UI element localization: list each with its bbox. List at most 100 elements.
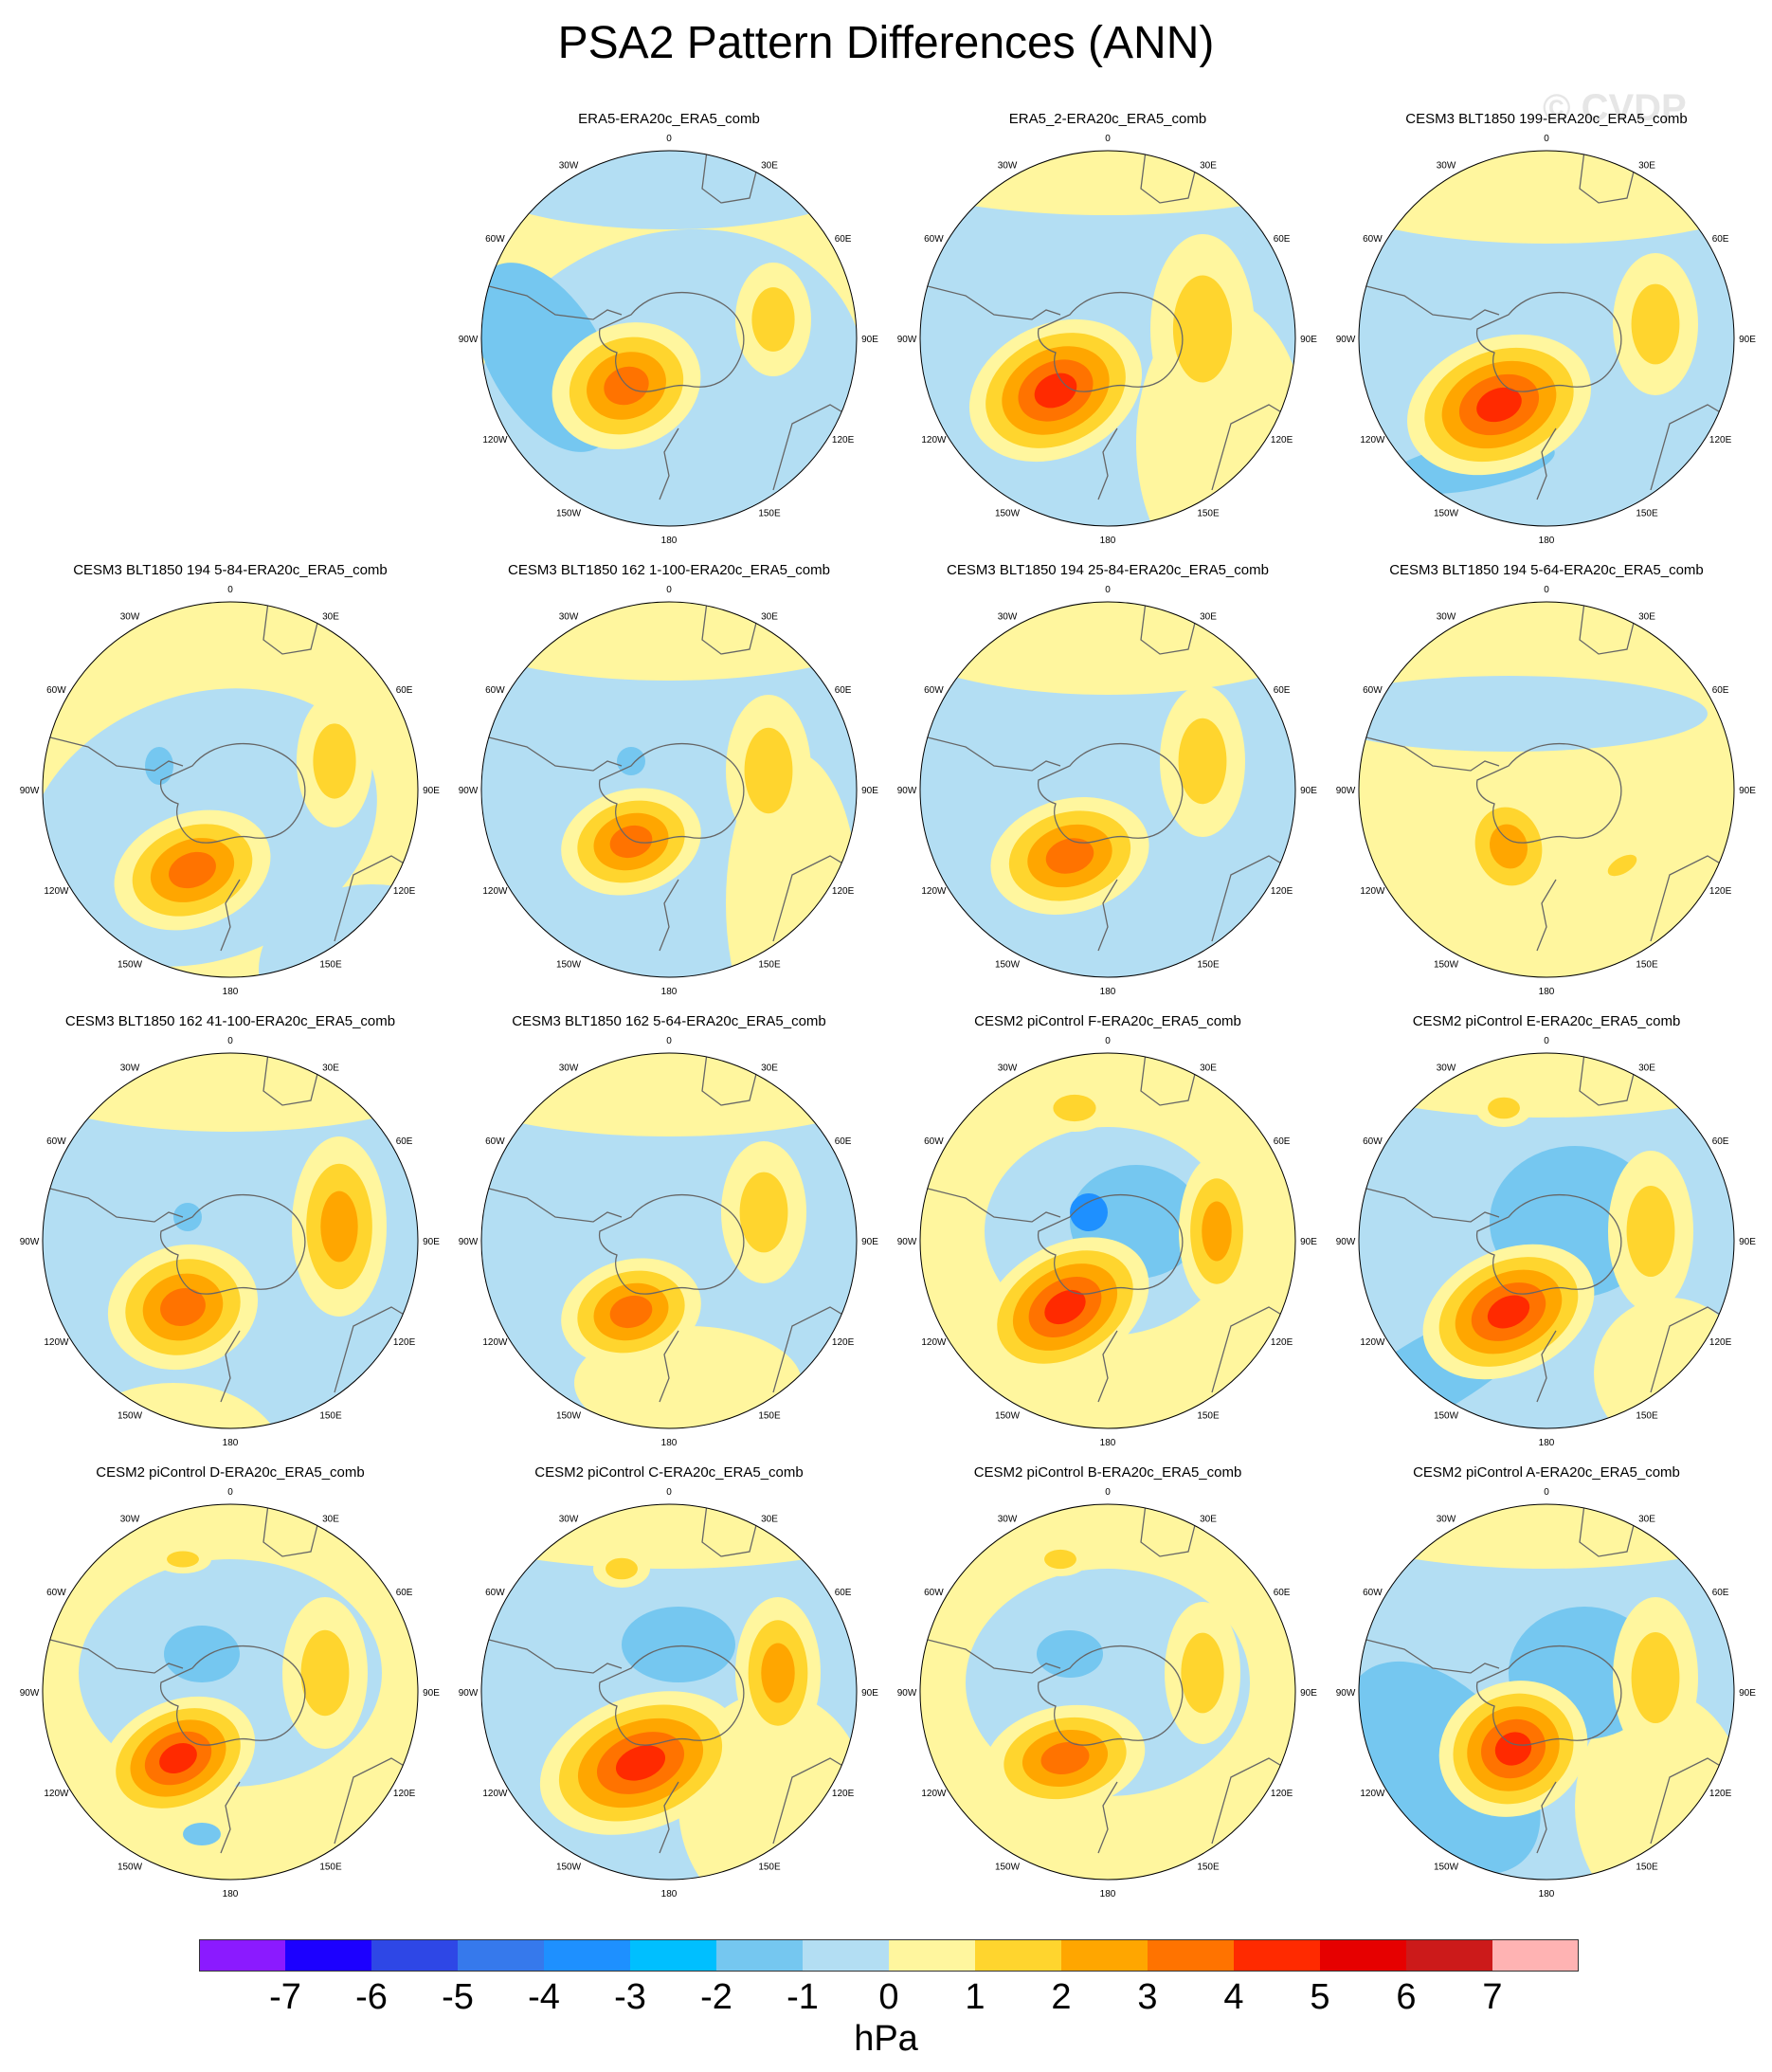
panel-title: ERA5_2-ERA20c_ERA5_comb	[1008, 111, 1207, 127]
colorbar-swatch	[371, 1939, 458, 1972]
longitude-label: 180	[1100, 1438, 1116, 1448]
longitude-label: 150W	[1434, 1863, 1459, 1873]
longitude-label: 90W	[20, 786, 40, 796]
longitude-label: 150E	[1636, 509, 1658, 519]
longitude-label: 120W	[921, 1337, 947, 1348]
south-america-coastline	[927, 1188, 1061, 1223]
positive-anomaly	[606, 1557, 638, 1580]
colorbar-tick-label: -5	[442, 1977, 474, 2017]
longitude-label: 120E	[1271, 886, 1293, 897]
longitude-label: 90E	[1739, 335, 1756, 345]
panel-title: CESM2 piControl B-ERA20c_ERA5_comb	[973, 1464, 1242, 1481]
africa-coastline	[262, 602, 321, 655]
africa-coastline	[701, 151, 760, 204]
positive-anomaly	[615, 1745, 666, 1781]
colorbar-tick-label: 5	[1310, 1977, 1330, 2017]
longitude-label: 30E	[761, 1514, 778, 1524]
longitude-label: 60E	[1274, 1588, 1291, 1598]
longitude-label: 90E	[861, 1688, 878, 1699]
antarctica-coastline	[598, 1193, 745, 1295]
longitude-label: 120E	[1271, 1337, 1293, 1348]
longitude-label: 90W	[20, 1237, 40, 1247]
longitude-label: 150W	[556, 1411, 582, 1422]
longitude-label: 0	[227, 1036, 233, 1046]
polar-map: 0 30E 60E 90E 120E 150E 180 150W 120W 90W 60W 30W	[20, 1487, 441, 1899]
longitude-label: 90W	[1336, 1688, 1356, 1699]
longitude-label: 150E	[758, 1411, 781, 1422]
longitude-label: 60W	[485, 1588, 505, 1598]
longitude-label: 90E	[1300, 786, 1317, 796]
longitude-label: 60E	[835, 1588, 852, 1598]
colorbar-swatch	[1148, 1939, 1234, 1972]
antarctica-coastline	[159, 742, 306, 844]
longitude-label: 60W	[46, 685, 66, 696]
positive-anomaly	[609, 1295, 653, 1329]
longitude-label: 30E	[761, 1063, 778, 1073]
antarctica-coastline	[1475, 742, 1622, 844]
africa-coastline	[1579, 602, 1637, 655]
longitude-label: 180	[1100, 1889, 1116, 1899]
longitude-label: 0	[1544, 1487, 1549, 1498]
longitude-label: 120E	[393, 886, 416, 897]
south-america-coastline	[927, 736, 1061, 772]
map-boundary	[42, 601, 419, 978]
longitude-label: 60E	[396, 1136, 413, 1147]
panel-title: CESM2 piControl A-ERA20c_ERA5_comb	[1413, 1464, 1680, 1481]
africa-coastline	[262, 1053, 321, 1106]
longitude-label: 120W	[1360, 1337, 1385, 1348]
longitude-label: 150W	[1434, 1411, 1459, 1422]
polar-map: 0 30E 60E 90E 120E 150E 180 150W 120W 90W 60W 30W	[459, 1036, 879, 1448]
colorbar-swatch	[544, 1939, 630, 1972]
colorbar-swatch	[803, 1939, 889, 1972]
longitude-label: 30E	[761, 160, 778, 171]
positive-anomaly	[1053, 1094, 1096, 1122]
new-zealand-coastline	[1097, 879, 1118, 952]
longitude-label: 180	[1539, 987, 1555, 997]
positive-anomaly	[1044, 1549, 1076, 1570]
longitude-label: 120W	[482, 886, 508, 897]
longitude-label: 120W	[921, 435, 947, 445]
longitude-label: 30E	[322, 611, 339, 622]
colorbar-swatch	[975, 1939, 1061, 1972]
longitude-label: 30E	[322, 1063, 339, 1073]
new-zealand-coastline	[1536, 427, 1557, 500]
longitude-label: 90E	[861, 1237, 878, 1247]
polar-map: 0 30E 60E 90E 120E 150E 180 150W 120W 90W 60W 30W	[897, 1036, 1318, 1448]
longitude-label: 150W	[1434, 509, 1459, 519]
longitude-label: 120W	[482, 1789, 508, 1799]
longitude-label: 90E	[1739, 1688, 1756, 1699]
longitude-label: 30E	[322, 1514, 339, 1524]
antarctica-coastline	[598, 1645, 745, 1746]
new-zealand-coastline	[1536, 879, 1557, 952]
africa-coastline	[1140, 1053, 1199, 1106]
longitude-label: 180	[1100, 536, 1116, 546]
longitude-label: 150W	[118, 1863, 143, 1873]
longitude-label: 90W	[1336, 335, 1356, 345]
africa-coastline	[701, 1053, 760, 1106]
longitude-label: 90W	[459, 335, 479, 345]
longitude-label: 30W	[998, 1514, 1018, 1524]
longitude-label: 0	[1105, 1036, 1111, 1046]
longitude-label: 120E	[832, 435, 855, 445]
longitude-label: 30E	[1200, 160, 1217, 171]
negative-anomaly	[164, 1626, 240, 1682]
panel-title: CESM3 BLT1850 194 5-64-ERA20c_ERA5_comb	[1389, 562, 1704, 578]
figure-title: PSA2 Pattern Differences (ANN)	[557, 18, 1215, 68]
colorbar-tick-label: 3	[1137, 1977, 1158, 2017]
positive-anomaly	[1178, 718, 1227, 805]
south-america-coastline	[927, 1639, 1061, 1674]
negative-anomaly	[183, 1823, 221, 1845]
longitude-label: 60E	[396, 685, 413, 696]
positive-anomaly	[609, 825, 653, 859]
panel-title: CESM3 BLT1850 194 5-84-ERA20c_ERA5_comb	[73, 562, 388, 578]
antarctica-coastline	[1475, 1645, 1622, 1746]
colorbar-tick-label: -7	[269, 1977, 301, 2017]
positive-anomaly	[1631, 283, 1680, 365]
new-zealand-coastline	[1536, 1330, 1557, 1403]
longitude-label: 120E	[1271, 435, 1293, 445]
longitude-label: 120W	[921, 1789, 947, 1799]
antarctica-coastline	[1475, 291, 1622, 392]
positive-anomaly	[744, 727, 793, 814]
longitude-label: 150W	[556, 509, 582, 519]
longitude-label: 60W	[1363, 685, 1383, 696]
